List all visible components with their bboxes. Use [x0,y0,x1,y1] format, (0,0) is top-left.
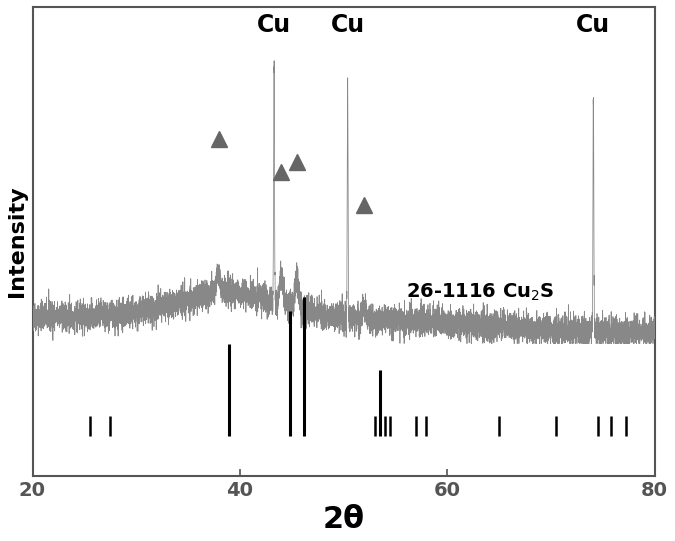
Text: Cu: Cu [331,12,364,37]
Text: Cu: Cu [576,12,610,37]
Text: Cu: Cu [257,12,291,37]
Y-axis label: Intensity: Intensity [7,186,27,297]
X-axis label: 2θ: 2θ [323,505,364,534]
Text: 26-1116 Cu$_2$S: 26-1116 Cu$_2$S [406,281,554,303]
